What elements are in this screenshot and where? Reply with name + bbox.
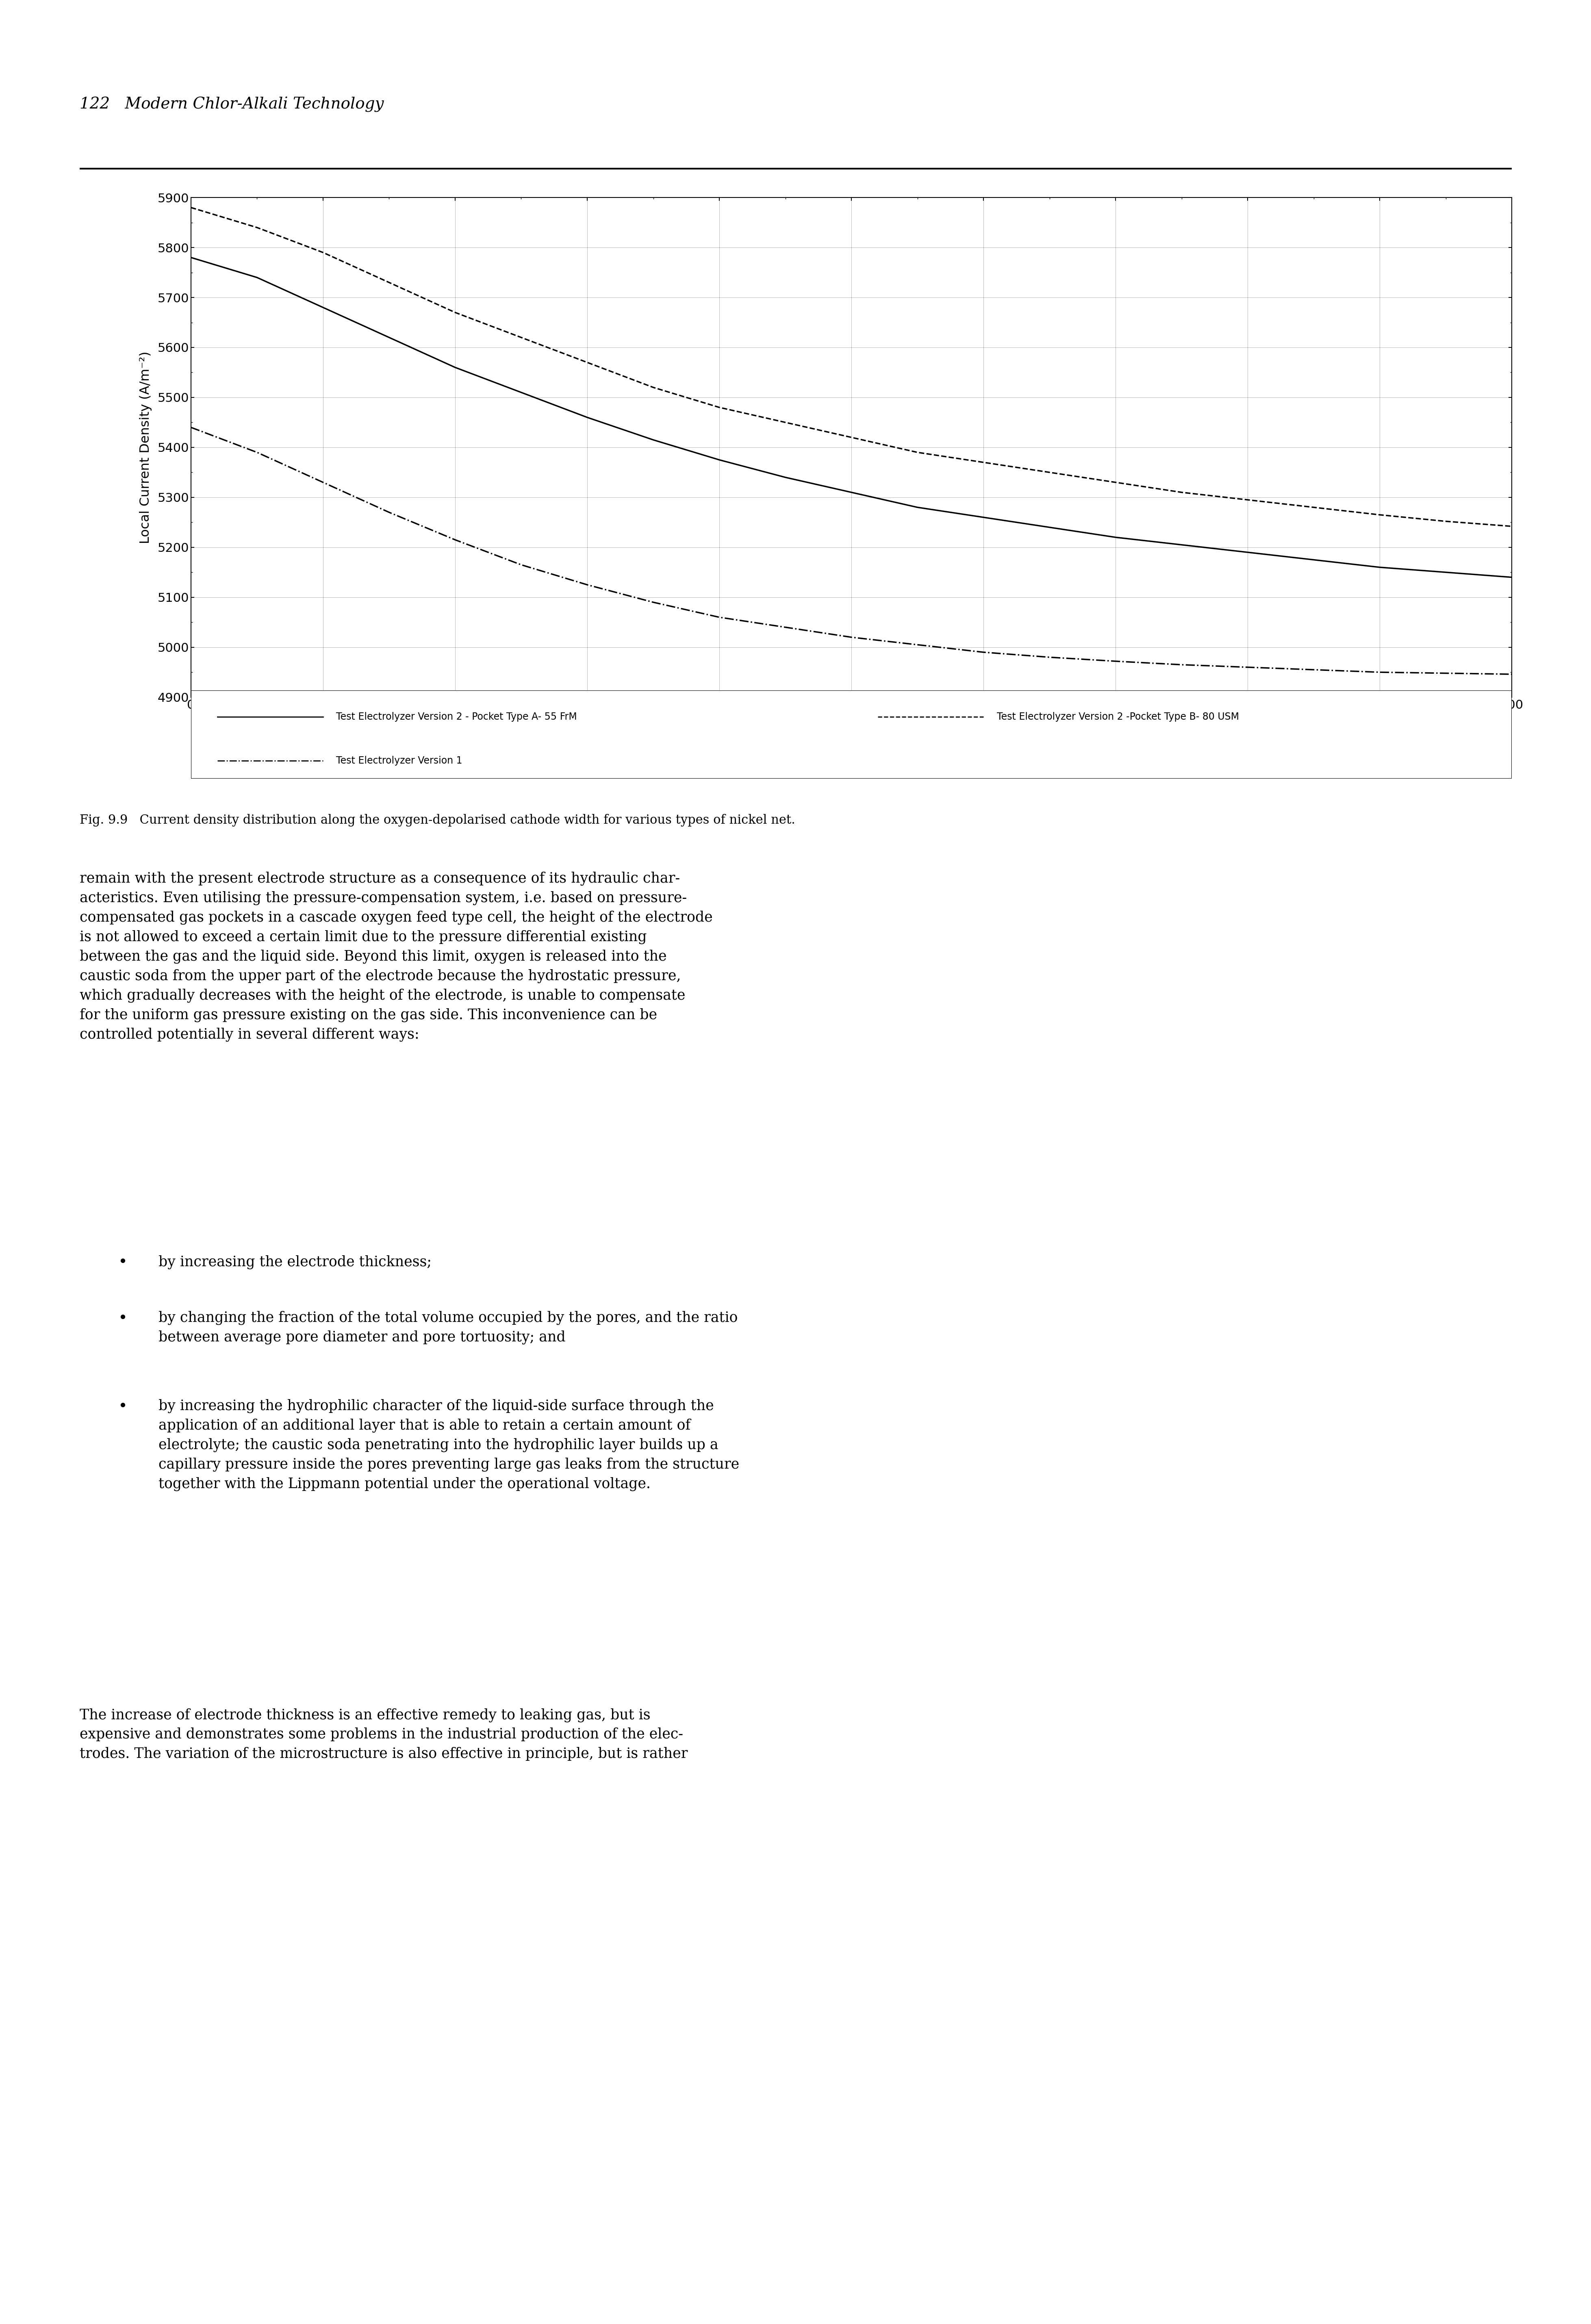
Y-axis label: Local Current Density (A/m⁻²): Local Current Density (A/m⁻²) <box>138 351 151 544</box>
Text: Test Electrolyzer Version 2 -Pocket Type B- 80 USM: Test Electrolyzer Version 2 -Pocket Type… <box>996 711 1238 720</box>
Text: •: • <box>118 1399 127 1413</box>
Text: •: • <box>118 1311 127 1325</box>
Text: by changing the fraction of the total volume occupied by the pores, and the rati: by changing the fraction of the total vo… <box>158 1311 737 1343</box>
Text: by increasing the hydrophilic character of the liquid-side surface through the
a: by increasing the hydrophilic character … <box>158 1399 738 1492</box>
Text: 122   Modern Chlor-Alkali Technology: 122 Modern Chlor-Alkali Technology <box>80 98 383 112</box>
Text: Fig. 9.9   Current density distribution along the oxygen-depolarised cathode wid: Fig. 9.9 Current density distribution al… <box>80 813 796 827</box>
X-axis label: Development along Cathode Height (% of Half Pocket height): Development along Cathode Height (% of H… <box>627 716 1076 727</box>
Text: by increasing the electrode thickness;: by increasing the electrode thickness; <box>158 1255 431 1269</box>
Text: Test Electrolyzer Version 1: Test Electrolyzer Version 1 <box>336 755 463 765</box>
Text: Test Electrolyzer Version 2 - Pocket Type A- 55 FrM: Test Electrolyzer Version 2 - Pocket Typ… <box>336 711 578 720</box>
Text: •: • <box>118 1255 127 1269</box>
Text: The increase of electrode thickness is an effective remedy to leaking gas, but i: The increase of electrode thickness is a… <box>80 1708 687 1762</box>
Text: remain with the present electrode structure as a consequence of its hydraulic ch: remain with the present electrode struct… <box>80 872 713 1041</box>
